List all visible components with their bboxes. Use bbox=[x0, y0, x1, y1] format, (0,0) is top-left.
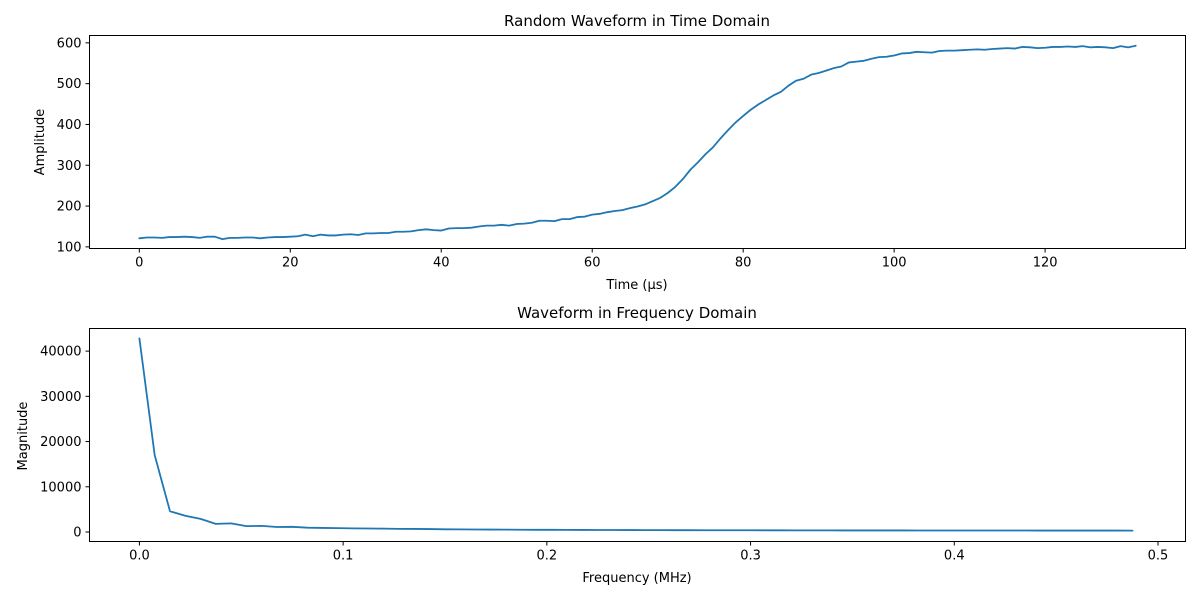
freq-y-tick-label: 30000 bbox=[40, 390, 81, 405]
time-x-tick-label: 80 bbox=[735, 256, 752, 271]
time-x-tick-label: 60 bbox=[584, 256, 601, 271]
time-y-tick-label: 600 bbox=[57, 36, 82, 51]
freq-plot-title: Waveform in Frequency Domain bbox=[517, 304, 757, 322]
time-x-tick-label: 20 bbox=[282, 256, 299, 271]
freq-x-tick-label: 0.4 bbox=[944, 549, 965, 564]
freq-plot-frame bbox=[89, 328, 1186, 542]
freq-plot-xlabel: Frequency (MHz) bbox=[582, 571, 691, 586]
freq-y-tick-label: 40000 bbox=[40, 345, 81, 360]
time-y-tick-label: 200 bbox=[57, 200, 82, 215]
freq-plot-ylabel: Magnitude bbox=[16, 402, 31, 471]
freq-x-tick-label: 0.5 bbox=[1148, 549, 1169, 564]
frequency-domain-plot: Waveform in Frequency Domain Frequency (… bbox=[16, 304, 1186, 586]
freq-y-tick-label: 20000 bbox=[40, 435, 81, 450]
time-domain-plot: Random Waveform in Time Domain Time (μs)… bbox=[33, 12, 1186, 293]
time-plot-ylabel: Amplitude bbox=[33, 109, 48, 176]
time-series-line bbox=[138, 44, 1137, 241]
freq-x-tick-label: 0.0 bbox=[129, 549, 150, 564]
time-plot-frame bbox=[89, 35, 1186, 249]
time-plot-ticks: 0 20 40 60 80 100 120 100 200 300 400 500 600 bbox=[57, 36, 1058, 270]
time-y-tick-label: 500 bbox=[57, 77, 82, 92]
time-x-tick-label: 100 bbox=[882, 256, 907, 271]
freq-x-tick-label: 0.1 bbox=[333, 549, 354, 564]
frequency-series-line bbox=[138, 337, 1134, 532]
time-x-tick-label: 40 bbox=[433, 256, 450, 271]
time-plot-xlabel: Time (μs) bbox=[605, 278, 667, 293]
time-x-tick-label: 0 bbox=[135, 256, 143, 271]
freq-x-tick-label: 0.2 bbox=[537, 549, 558, 564]
time-x-tick-label: 120 bbox=[1033, 256, 1058, 271]
time-y-tick-label: 300 bbox=[57, 159, 82, 174]
freq-y-tick-label: 10000 bbox=[40, 480, 81, 495]
freq-y-tick-label: 0 bbox=[73, 526, 81, 541]
time-y-tick-label: 100 bbox=[57, 240, 82, 255]
time-y-tick-label: 400 bbox=[57, 118, 82, 133]
freq-plot-ticks: 0.0 0.1 0.2 0.3 0.4 0.5 0 10000 20000 30000 40000 bbox=[40, 345, 1168, 564]
time-plot-title: Random Waveform in Time Domain bbox=[504, 12, 770, 30]
freq-x-tick-label: 0.3 bbox=[740, 549, 761, 564]
